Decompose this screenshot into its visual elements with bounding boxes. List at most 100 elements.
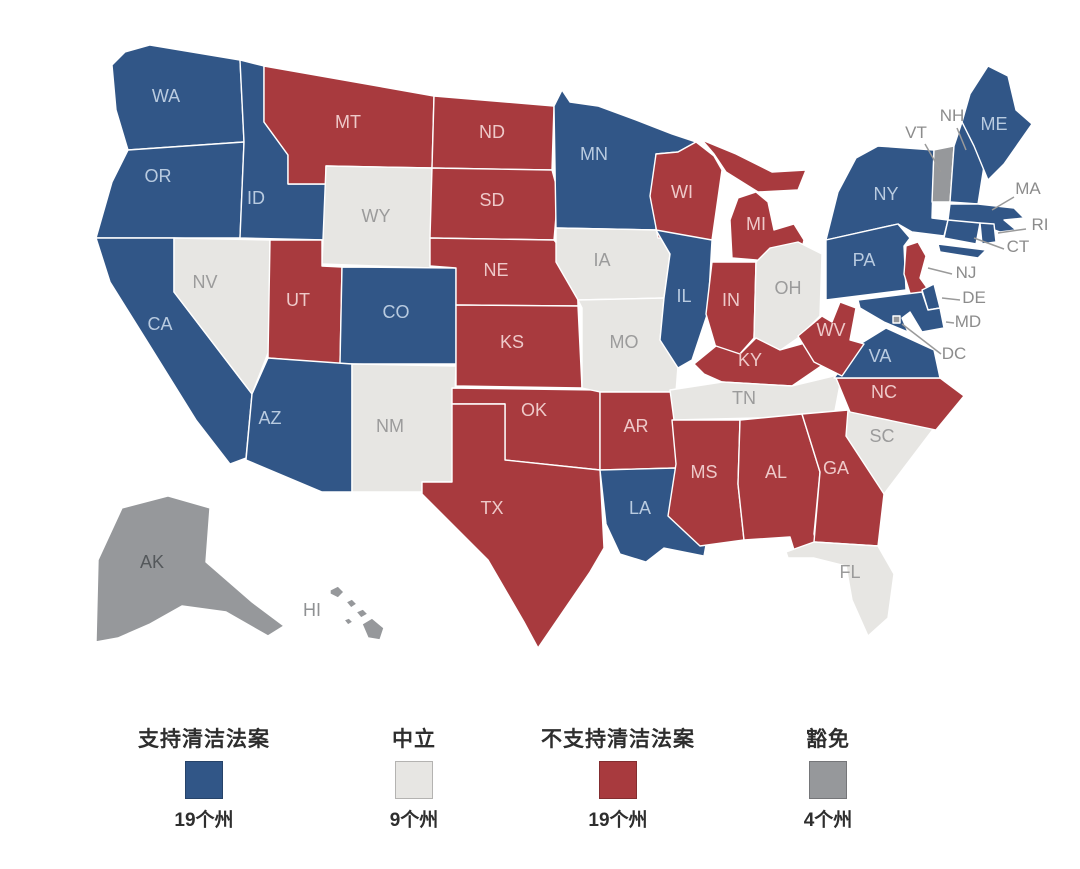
state-label-SD: SD — [479, 190, 504, 210]
state-label-WI: WI — [671, 182, 693, 202]
state-AK — [95, 495, 285, 643]
state-FL — [785, 541, 895, 637]
state-label-NJ: NJ — [956, 263, 977, 282]
state-MS — [667, 419, 745, 547]
leader-line-VT — [924, 143, 942, 173]
state-NV — [173, 237, 271, 395]
state-label-IN: IN — [722, 290, 740, 310]
state-label-WA: WA — [152, 86, 180, 106]
legend-item-count: 19个州 — [174, 810, 234, 832]
state-IL — [655, 229, 713, 369]
state-label-IA: IA — [593, 250, 610, 270]
state-label-RI: RI — [1032, 215, 1049, 234]
state-label-MT: MT — [335, 112, 361, 132]
state-label-OR: OR — [145, 166, 172, 186]
state-AL — [737, 413, 821, 555]
state-MD — [857, 291, 945, 333]
leader-line-DE — [941, 297, 961, 301]
leader-line-NJ — [927, 267, 953, 275]
leader-line-RI — [997, 228, 1027, 234]
leader-line-DC — [901, 323, 942, 355]
state-RI — [979, 222, 997, 245]
state-label-MS: MS — [691, 462, 718, 482]
us-map-svg: WA OR CA NV ID MT WY UT CO AZ NM ND SD NE KS OK TX MN IA MO… — [95, 44, 1049, 649]
legend-item-label: 不支持清洁法案 — [541, 728, 695, 751]
state-label-ME: ME — [981, 114, 1008, 134]
state-label-HI: HI — [303, 600, 321, 620]
legend-item-support: 支持清洁法案 19个州 — [119, 728, 289, 832]
state-IA — [555, 227, 671, 301]
state-WV — [797, 301, 865, 377]
state-label-AR: AR — [623, 416, 648, 436]
state-ME — [961, 65, 1033, 181]
state-label-AK: AK — [140, 552, 164, 572]
state-label-TX: TX — [480, 498, 503, 518]
state-PA — [825, 223, 911, 301]
legend-item-label: 支持清洁法案 — [138, 728, 270, 751]
state-label-MN: MN — [580, 144, 608, 164]
legend-item-label: 豁免 — [806, 728, 850, 751]
state-label-TN: TN — [732, 388, 756, 408]
state-label-VA: VA — [869, 346, 892, 366]
state-label-NM: NM — [376, 416, 404, 436]
leader-line-CT — [973, 237, 1005, 250]
state-label-DC: DC — [942, 344, 967, 363]
state-CT — [943, 219, 981, 245]
leader-line-NH — [956, 127, 967, 151]
state-label-OH: OH — [775, 278, 802, 298]
state-label-UT: UT — [286, 290, 310, 310]
us-choropleth-map: WA OR CA NV ID MT WY UT CO AZ NM ND SD NE KS OK TX MN IA MO… — [95, 44, 1049, 649]
legend-swatch-support — [185, 761, 223, 800]
state-label-NY: NY — [873, 184, 898, 204]
state-label-MA: MA — [1015, 179, 1041, 198]
state-HI — [329, 585, 385, 641]
legend-swatch-exempt — [809, 761, 847, 800]
state-label-IL: IL — [676, 286, 691, 306]
legend-item-count: 9个州 — [389, 810, 439, 832]
state-label-LA: LA — [629, 498, 651, 518]
state-label-GA: GA — [823, 458, 849, 478]
state-NM — [351, 363, 457, 493]
state-label-CA: CA — [147, 314, 172, 334]
state-OR — [95, 141, 245, 239]
legend-item-label: 中立 — [392, 728, 436, 751]
state-label-DE: DE — [962, 288, 986, 307]
legend-item-oppose: 不支持清洁法案 19个州 — [533, 728, 703, 832]
legend: 支持清洁法案 19个州 中立 9个州 不支持清洁法案 19个州 豁免 4个州 — [0, 728, 1080, 858]
state-WI — [649, 141, 723, 241]
state-label-NC: NC — [871, 382, 897, 402]
state-label-CT: CT — [1007, 237, 1030, 256]
state-DC — [892, 315, 901, 324]
legend-item-exempt: 豁免 4个州 — [743, 728, 913, 832]
state-label-NE: NE — [483, 260, 508, 280]
legend-item-count: 4个州 — [803, 810, 853, 832]
leader-line-MA — [991, 196, 1015, 211]
state-label-NH: NH — [940, 106, 965, 125]
state-label-KS: KS — [500, 332, 524, 352]
state-label-WY: WY — [362, 206, 391, 226]
state-label-WV: WV — [817, 320, 846, 340]
state-label-SC: SC — [869, 426, 894, 446]
state-label-AL: AL — [765, 462, 787, 482]
legend-item-count: 19个州 — [588, 810, 648, 832]
state-TX — [421, 403, 605, 649]
legend-item-neutral: 中立 9个州 — [329, 728, 499, 832]
state-label-FL: FL — [839, 562, 860, 582]
state-NJ — [903, 241, 931, 301]
state-label-VT: VT — [905, 123, 927, 142]
legend-swatch-neutral — [395, 761, 433, 800]
state-label-PA: PA — [853, 250, 876, 270]
state-label-MD: MD — [955, 312, 981, 331]
state-label-MI: MI — [746, 214, 766, 234]
state-label-ND: ND — [479, 122, 505, 142]
leader-line-MD — [945, 321, 955, 324]
state-label-OK: OK — [521, 400, 547, 420]
state-label-MO: MO — [610, 332, 639, 352]
state-label-AZ: AZ — [258, 408, 281, 428]
state-label-ID: ID — [247, 188, 265, 208]
state-label-CO: CO — [383, 302, 410, 322]
state-NY — [825, 145, 987, 259]
state-label-NV: NV — [192, 272, 217, 292]
legend-swatch-oppose — [599, 761, 637, 800]
